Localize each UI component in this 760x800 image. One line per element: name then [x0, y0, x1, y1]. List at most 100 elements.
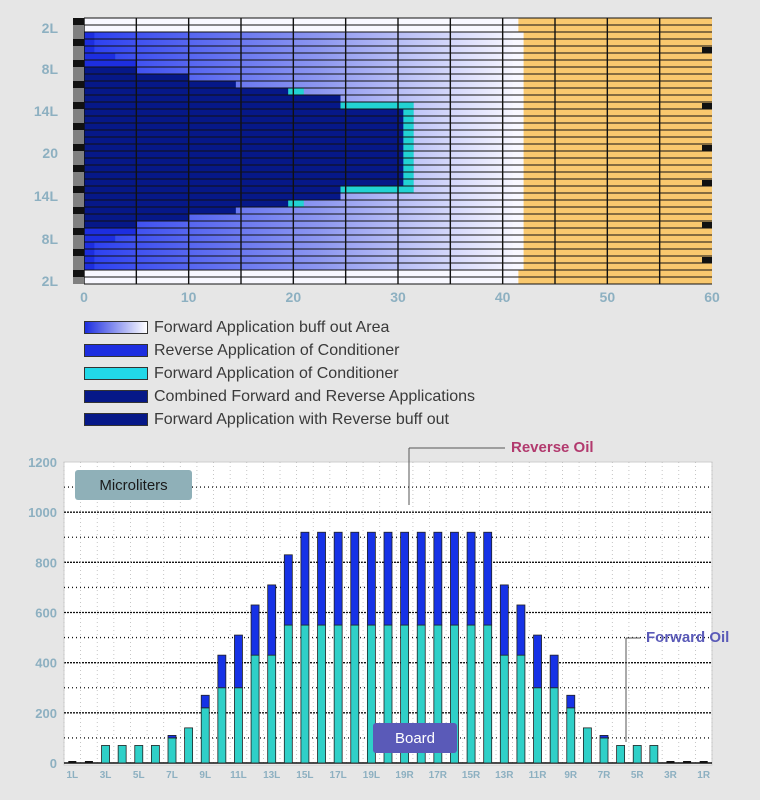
map-row-combined-segment	[84, 88, 289, 95]
map-row	[84, 81, 524, 88]
reverse-oil-bar	[516, 604, 526, 656]
map-x-tick-label: 30	[390, 289, 406, 305]
forward-oil-bar	[616, 745, 626, 764]
map-row	[84, 95, 524, 102]
map-x-tick-label: 50	[600, 289, 616, 305]
map-row	[84, 39, 524, 46]
forward-oil-bar	[134, 745, 144, 764]
map-gutter-cell	[73, 18, 84, 25]
reverse-oil-bar	[234, 634, 243, 689]
oil-x-tick-label: 11R	[529, 770, 548, 781]
board-label: Board	[373, 723, 457, 753]
legend-swatch-navy	[84, 390, 148, 403]
map-row-buff-segment	[84, 60, 514, 67]
map-row	[84, 116, 524, 123]
map-row-reverse-segment	[84, 228, 137, 235]
map-gutter-cell	[73, 102, 84, 109]
reverse-oil-bar	[549, 654, 559, 689]
map-gutter-cell	[73, 25, 84, 32]
map-edge-marker	[702, 222, 712, 228]
map-row-buff-segment	[84, 221, 514, 228]
oil-x-tick-label: 7L	[166, 770, 178, 781]
oil-x-tick-label: 17R	[429, 770, 448, 781]
map-row-buff-segment	[84, 207, 514, 214]
map-row-buff-segment	[84, 256, 514, 263]
map-row-buff-segment	[84, 67, 514, 74]
reverse-oil-bar	[366, 531, 376, 626]
oil-x-tick-label: 13L	[263, 770, 280, 781]
map-row-combined-segment	[84, 137, 404, 144]
map-row-buff-segment	[84, 235, 514, 242]
forward-oil-bar	[516, 654, 526, 764]
map-row-buff-segment	[84, 81, 514, 88]
reverse-oil-bar	[333, 531, 343, 626]
forward-oil-bar	[350, 624, 360, 764]
map-gutter-cell	[73, 74, 84, 81]
map-row-combined-segment	[84, 109, 404, 116]
forward-oil-bar	[317, 624, 326, 764]
map-x-axis-ticks: 0 10 20 30 40 50 60	[80, 289, 720, 305]
reverse-oil-bar	[350, 531, 360, 626]
map-x-tick-label: 10	[181, 289, 197, 305]
forward-oil-bar	[267, 654, 277, 764]
reverse-oil-bar	[400, 531, 410, 626]
map-gutter-cell	[73, 137, 84, 144]
map-row-reverse-segment	[84, 235, 116, 242]
oil-y-tick-label: 0	[50, 756, 57, 771]
map-gutter-cell	[73, 32, 84, 39]
map-row	[84, 221, 524, 228]
map-row	[84, 67, 524, 74]
oil-x-tick-label: 5L	[133, 770, 145, 781]
forward-oil-bar	[483, 624, 493, 764]
oil-x-tick-label: 3R	[664, 770, 678, 781]
map-row-buff-segment	[84, 32, 514, 39]
oil-x-tick-label: 19R	[395, 770, 414, 781]
empty-bar-marker	[699, 761, 708, 763]
forward-oil-annotation: Forward Oil	[646, 629, 729, 646]
legend-label: Combined Forward and Reverse Application…	[154, 387, 476, 405]
forward-oil-bar	[184, 727, 194, 764]
map-row-white-segment	[84, 18, 519, 25]
oil-chart-bars	[68, 531, 708, 764]
map-x-tick-label: 0	[80, 289, 88, 305]
map-gutter-cell	[73, 165, 84, 172]
oil-x-tick-label: 15L	[296, 770, 313, 781]
map-row	[84, 235, 524, 242]
map-row	[84, 214, 524, 221]
map-gutter-cell	[73, 200, 84, 207]
map-row	[84, 123, 524, 130]
oil-x-tick-label: 11L	[230, 770, 247, 781]
oil-x-tick-label: 1R	[697, 770, 711, 781]
map-gutter-cell	[73, 221, 84, 228]
reverse-oil-bar	[383, 531, 393, 626]
map-row-combined-segment	[84, 200, 289, 207]
map-row-reverse-segment	[84, 242, 95, 249]
application-map-chart: 0 10 20 30 40 50 60 2L 8L 14L 20 14L 8L 2L	[34, 17, 720, 305]
map-row	[84, 74, 524, 81]
map-y-axis-ticks: 2L 8L 14L 20 14L 8L 2L	[34, 20, 59, 289]
reverse-oil-bar	[317, 531, 326, 626]
map-y-tick-label: 20	[42, 145, 58, 161]
legend-swatch-navy-2	[84, 413, 148, 426]
map-y-tick-label: 8L	[42, 61, 59, 77]
map-row-reverse-segment	[84, 60, 137, 67]
map-y-tick-label: 14L	[34, 188, 59, 204]
oil-x-tick-label: 9R	[564, 770, 578, 781]
reverse-oil-bar	[499, 584, 509, 656]
map-row	[84, 151, 524, 158]
map-row-buff-segment	[84, 74, 514, 81]
map-gutter-cell	[73, 39, 84, 46]
forward-oil-bar	[632, 745, 642, 764]
forward-oil-bar	[283, 624, 293, 764]
forward-oil-bar	[333, 624, 343, 764]
reverse-oil-bar	[416, 531, 426, 626]
reverse-oil-bar	[599, 735, 609, 739]
map-x-tick-label: 60	[704, 289, 720, 305]
legend-item-forward-conditioner: Forward Application of Conditioner	[84, 362, 475, 385]
map-row	[84, 32, 524, 39]
legend-item-combined: Combined Forward and Reverse Application…	[84, 385, 475, 408]
map-row	[84, 270, 519, 277]
map-y-tick-label: 2L	[42, 20, 59, 36]
reverse-oil-bar	[283, 554, 293, 626]
map-row-combined-segment	[84, 193, 341, 200]
